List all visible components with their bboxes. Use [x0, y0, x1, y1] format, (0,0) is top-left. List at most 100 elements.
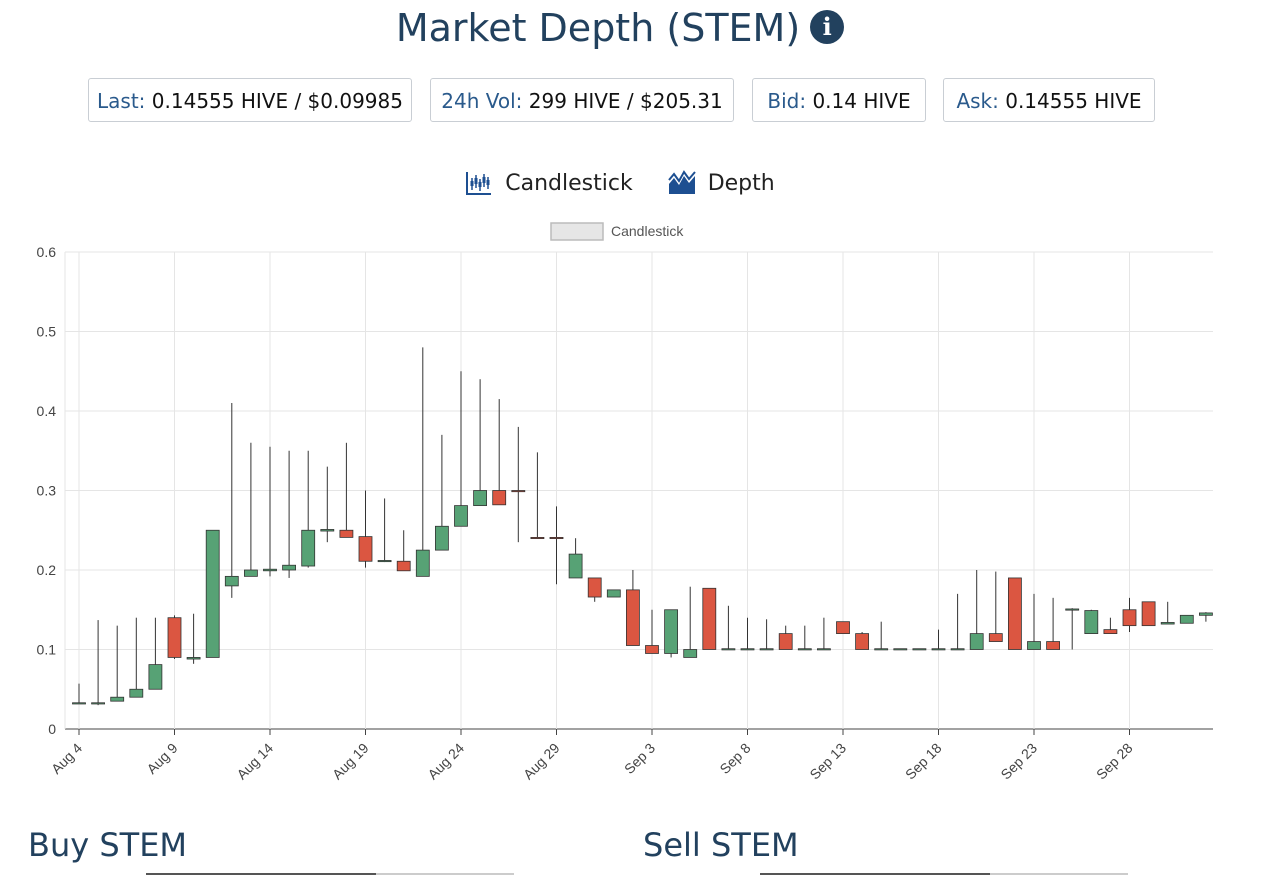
- y-tick-label: 0.1: [37, 642, 57, 658]
- stat-value: 0.14 HIVE: [812, 89, 911, 113]
- candle-body: [1065, 608, 1080, 611]
- candle-body: [1008, 577, 1022, 650]
- stat-label: 24h Vol:: [441, 89, 523, 113]
- candle-body: [587, 577, 602, 598]
- stat-value: 0.14555 HIVE: [1005, 89, 1142, 113]
- tab-label: Candlestick: [505, 170, 633, 196]
- candle-body: [415, 549, 430, 577]
- candle-body: [1179, 614, 1194, 624]
- candle-body: [72, 702, 86, 705]
- candle-body: [664, 609, 678, 654]
- candle-body: [1199, 612, 1213, 616]
- candle-body: [243, 569, 258, 577]
- candle-body: [301, 529, 316, 567]
- tab-label: Depth: [707, 170, 775, 196]
- buy-tab-rule: [146, 873, 514, 875]
- candle-body: [1141, 601, 1156, 627]
- y-tick-label: 0.5: [37, 324, 57, 340]
- y-tick-label: 0.2: [37, 562, 57, 578]
- stat-value: 299 HIVE / $205.31: [528, 89, 723, 113]
- x-tick-label: Aug 19: [329, 740, 372, 783]
- candle-body: [473, 490, 488, 507]
- x-tick-label: Aug 24: [424, 740, 467, 783]
- page-title-text: Market Depth (STEM): [395, 6, 801, 50]
- candle-body: [874, 648, 889, 651]
- candle-body: [1160, 622, 1175, 625]
- candle-body: [568, 553, 583, 579]
- stat-label: Ask:: [956, 89, 999, 113]
- sell-section-heading: Sell STEM: [643, 826, 799, 864]
- candle-body: [893, 648, 908, 651]
- candle-body: [1103, 629, 1118, 634]
- candle-body: [855, 633, 869, 650]
- candle-body: [626, 589, 640, 646]
- candle-body: [396, 560, 411, 572]
- y-tick-label: 0.3: [37, 483, 57, 499]
- candle-body: [606, 589, 621, 598]
- candle-body: [205, 529, 220, 658]
- buy-section-heading: Buy STEM: [28, 826, 188, 864]
- candle-body: [454, 505, 468, 527]
- candle-body: [148, 664, 163, 690]
- candle-body: [263, 568, 277, 572]
- candle-body: [224, 575, 239, 587]
- candle-body: [778, 633, 793, 650]
- chart-type-tabs: Candlestick Depth: [0, 170, 1240, 202]
- candle-body: [1027, 641, 1041, 650]
- candle-body: [511, 490, 526, 493]
- candle-body: [530, 537, 545, 540]
- candlestick-chart-icon: [466, 172, 492, 195]
- legend-swatch: [550, 222, 604, 241]
- tab-candlestick[interactable]: Candlestick: [465, 170, 633, 196]
- x-tick-label: Sep 18: [902, 740, 945, 783]
- candle-body: [91, 702, 105, 705]
- candle-body: [167, 617, 182, 658]
- candle-body: [110, 696, 125, 702]
- stat-label: Last:: [97, 89, 146, 113]
- candle-body: [836, 621, 850, 634]
- x-tick-label: Sep 28: [1093, 740, 1136, 783]
- stat-label: Bid:: [767, 89, 807, 113]
- x-tick-label: Aug 29: [520, 740, 563, 783]
- candle-body: [434, 525, 449, 551]
- candle-body: [817, 648, 831, 651]
- candle-body: [759, 648, 774, 651]
- candle-body: [358, 536, 373, 562]
- info-circle-icon[interactable]: i: [810, 10, 845, 44]
- ask-stat: Ask: 0.14555 HIVE: [943, 78, 1155, 122]
- candle-body: [721, 648, 736, 651]
- volume-stat: 24h Vol: 299 HIVE / $205.31: [430, 78, 734, 122]
- candlestick-chart: Candlestick 0 0.1 0.2 0.3 0.4 0.5 0.6 Aug 4 Aug 9…: [37, 222, 1213, 783]
- candle-body: [186, 657, 201, 660]
- candle-body: [549, 537, 564, 540]
- x-tick-label: Aug 9: [143, 740, 180, 777]
- candle-body: [931, 648, 946, 651]
- candle-body: [282, 564, 297, 571]
- stat-value: 0.14555 HIVE / $0.09985: [151, 89, 403, 113]
- candle-body: [492, 490, 507, 506]
- candle-body: [702, 587, 717, 650]
- candle-body: [683, 649, 698, 658]
- candle-body: [1122, 609, 1137, 627]
- candle-body: [950, 648, 965, 651]
- y-tick-label: 0.4: [37, 403, 57, 419]
- candle-body: [645, 645, 659, 654]
- x-tick-label: Sep 3: [621, 740, 658, 777]
- sell-tab-rule: [760, 873, 1128, 875]
- candle-body: [377, 560, 392, 563]
- candle-body: [740, 648, 755, 651]
- page-title: Market Depth (STEM) i: [0, 6, 1240, 50]
- candle-body: [129, 688, 144, 698]
- candle-body: [797, 648, 812, 651]
- bid-stat: Bid: 0.14 HIVE: [752, 78, 926, 122]
- candle-body: [988, 633, 1003, 642]
- x-tick-label: Sep 8: [716, 740, 753, 777]
- candle-body: [969, 633, 984, 650]
- y-tick-label: 0: [48, 721, 56, 737]
- y-tick-label: 0.6: [37, 244, 57, 260]
- depth-chart-icon: [667, 170, 696, 194]
- candle-body: [339, 529, 354, 538]
- tab-depth[interactable]: Depth: [667, 170, 775, 196]
- candle-body: [1046, 641, 1060, 650]
- last-price-stat: Last: 0.14555 HIVE / $0.09985: [88, 78, 412, 122]
